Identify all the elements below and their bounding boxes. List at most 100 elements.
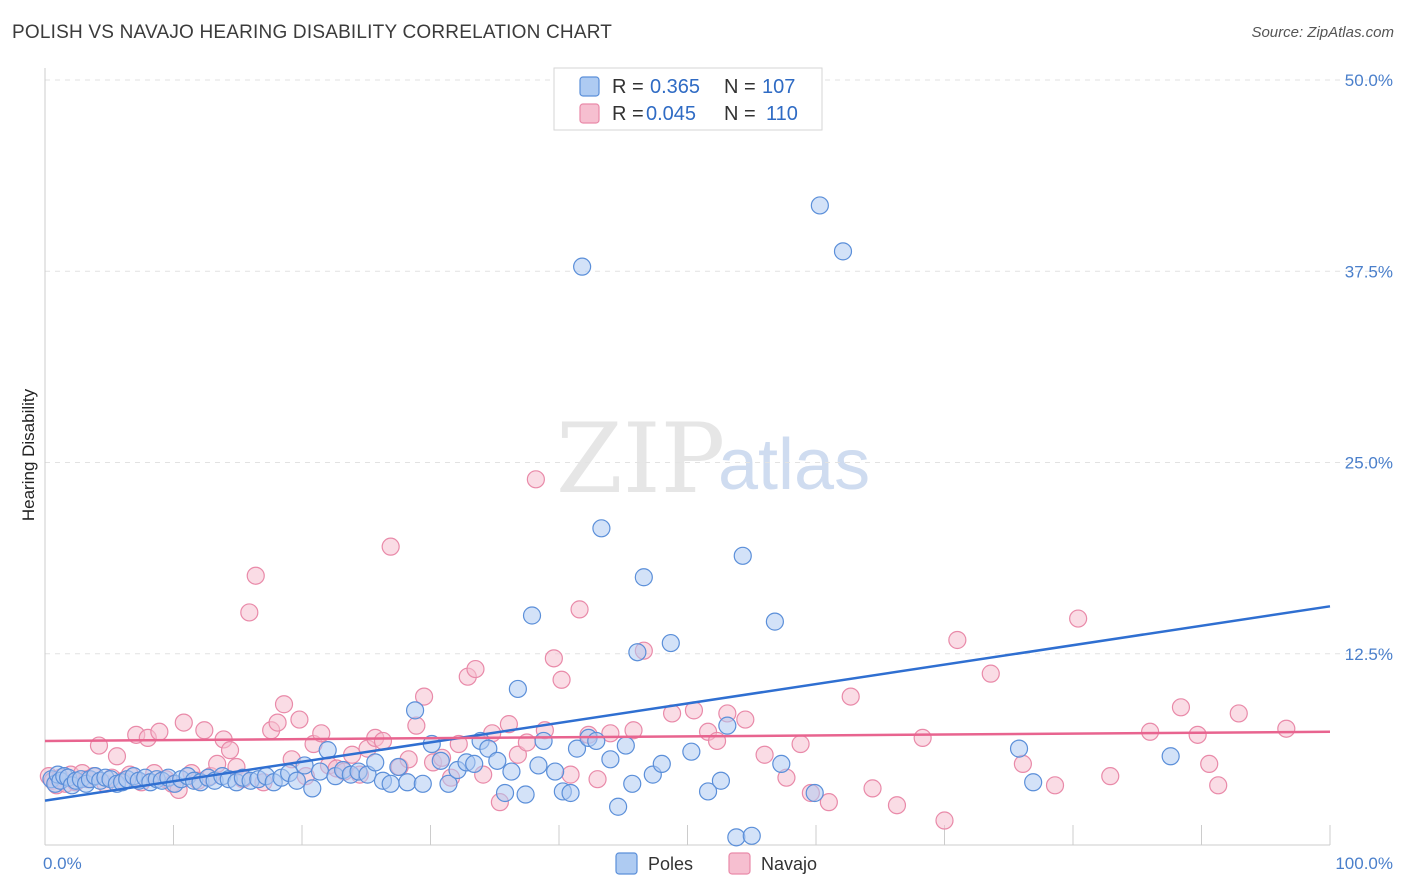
navajo-point-107: [1209, 776, 1228, 795]
poles-point-98: [742, 826, 761, 845]
x-tick-label-0: 0.0%: [43, 854, 82, 873]
navajo-point-92: [841, 687, 860, 706]
navajo-point-95: [913, 728, 932, 748]
poles-point-64: [465, 754, 484, 774]
navajo-point-38: [268, 713, 287, 732]
poles-point-97: [733, 546, 752, 565]
navajo-point-57: [414, 687, 434, 706]
poles-trend-line: [44, 605, 1331, 802]
poles-point-93: [698, 782, 718, 801]
poles-point-87: [628, 643, 647, 662]
poles-point-101: [805, 783, 824, 803]
navajo-point-35: [246, 566, 265, 585]
navajo-point-74: [561, 765, 580, 784]
poles-point-69: [502, 762, 521, 781]
navajo-point-105: [1188, 725, 1207, 744]
poles-point-72: [522, 606, 542, 625]
navajo-point-24: [174, 713, 193, 732]
navajo-point-108: [1229, 704, 1248, 723]
navajo-point-13: [107, 747, 127, 766]
navajo-point-44: [312, 724, 331, 743]
poles-point-56: [398, 773, 417, 792]
poles-point-106: [1161, 747, 1180, 766]
navajo-trend-line: [44, 730, 1331, 743]
navajo-point-77: [588, 770, 607, 789]
poles-point-96: [727, 828, 746, 847]
poles-point-82: [592, 519, 611, 538]
navajo-point-34: [240, 603, 259, 622]
poles-point-71: [516, 785, 535, 804]
poles-point-94: [711, 771, 731, 790]
poles-point-104: [1009, 739, 1029, 758]
poles-point-88: [634, 568, 653, 587]
y-axis-label: Hearing Disability: [19, 388, 38, 521]
poles-point-86: [623, 774, 642, 793]
poles-point-77: [561, 783, 580, 803]
poles-point-60: [431, 751, 450, 770]
legend-n-label-navajo: N =: [724, 103, 756, 125]
y-tick-label-3: 50.0%: [1345, 71, 1393, 90]
poles-point-95: [718, 716, 737, 735]
navajo-point-52: [373, 731, 393, 751]
legend-swatch-poles: [579, 76, 600, 97]
navajo-point-99: [1013, 754, 1032, 774]
x-tick-label-1: 100.0%: [1335, 854, 1393, 873]
navajo-point-31: [220, 741, 240, 760]
navajo-point-53: [381, 537, 400, 556]
navajo-point-94: [887, 796, 907, 815]
navajo-point-86: [736, 710, 755, 729]
navajo-point-75: [570, 600, 589, 619]
navajo-point-67: [499, 715, 518, 734]
bottom-legend-label-poles: Poles: [648, 854, 693, 874]
bottom-legend-label-navajo: Navajo: [761, 854, 817, 874]
navajo-point-39: [274, 695, 294, 714]
poles-point-102: [810, 196, 829, 215]
bottom-legend: Poles Navajo: [615, 852, 817, 875]
navajo-point-73: [552, 670, 571, 689]
watermark: ZIP atlas: [556, 403, 870, 515]
y-tick-label-1: 25.0%: [1345, 454, 1393, 473]
navajo-point-101: [1069, 609, 1088, 628]
poles-point-54: [381, 774, 400, 793]
poles-point-52: [366, 753, 385, 772]
navajo-point-102: [1101, 767, 1120, 786]
trend-lines: [44, 605, 1331, 802]
legend-n-value-poles: 107: [762, 76, 795, 98]
navajo-point-96: [935, 811, 954, 830]
y-tick-label-2: 37.5%: [1345, 262, 1393, 281]
navajo-point-70: [526, 470, 545, 489]
watermark-atlas: atlas: [718, 425, 870, 505]
legend: R = 0.365 N = 107 R = 0.045 N = 110: [553, 67, 823, 131]
legend-r-label-navajo: R =: [612, 103, 644, 125]
navajo-point-20: [150, 722, 169, 741]
poles-point-99: [765, 612, 784, 631]
navajo-point-104: [1171, 698, 1191, 717]
legend-r-label-poles: R =: [612, 76, 644, 98]
x-tick-labels: 0.0% 100.0%: [43, 854, 1393, 873]
legend-n-label-poles: N =: [724, 76, 756, 98]
legend-r-value-poles: 0.365: [650, 76, 700, 98]
navajo-point-109: [1277, 719, 1296, 738]
navajo-point-63: [466, 659, 485, 679]
poles-point-66: [479, 739, 498, 758]
bottom-legend-swatch-navajo: [728, 852, 751, 875]
navajo-point-41: [290, 710, 309, 729]
poles-point-68: [495, 783, 515, 803]
poles-points: [42, 196, 1180, 847]
grid-lines: [45, 79, 1392, 655]
navajo-point-87: [755, 745, 774, 764]
poles-point-85: [616, 736, 635, 755]
navajo-point-56: [407, 716, 426, 735]
poles-point-57: [405, 701, 425, 720]
poles-point-78: [567, 739, 587, 758]
poles-point-81: [587, 731, 606, 751]
poles-point-73: [529, 756, 548, 775]
poles-point-79: [573, 257, 592, 276]
poles-point-74: [534, 731, 553, 751]
poles-point-90: [652, 754, 671, 774]
poles-point-44: [303, 779, 322, 798]
navajo-point-27: [195, 721, 214, 740]
navajo-point-97: [948, 630, 967, 650]
y-tick-labels: 12.5% 25.0% 37.5% 50.0%: [1345, 71, 1393, 664]
navajo-point-72: [544, 649, 563, 668]
